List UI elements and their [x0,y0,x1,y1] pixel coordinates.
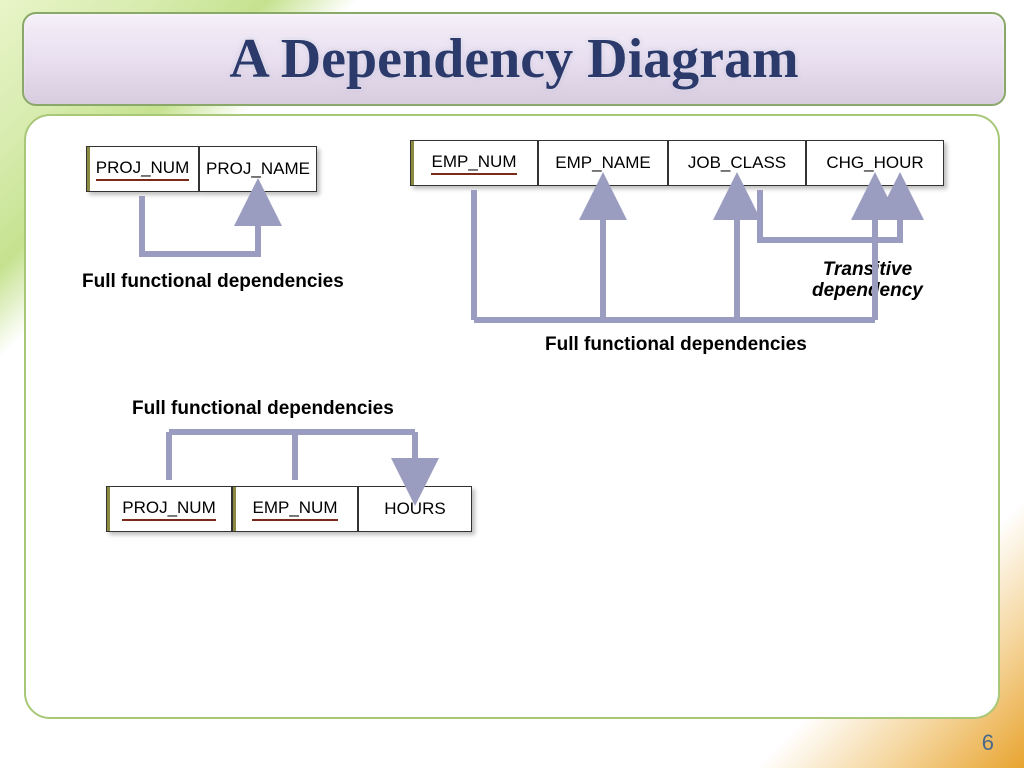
caption-transitive: Transitive dependency [812,260,923,302]
slide-title: A Dependency Diagram [229,27,798,91]
field-cell: CHG_HOUR [806,140,944,186]
caption-transitive-l2: dependency [812,280,923,301]
field-cell: PROJ_NUM [106,486,232,532]
table-project: PROJ_NUM PROJ_NAME [86,146,317,192]
field-label: JOB_CLASS [688,153,786,173]
field-cell: PROJ_NUM [86,146,199,192]
field-label: EMP_NUM [252,498,337,521]
field-label: PROJ_NAME [206,159,310,179]
field-cell: EMP_NAME [538,140,668,186]
field-cell: HOURS [358,486,472,532]
caption-full-assignment: Full functional dependencies [132,398,394,420]
caption-full-employee: Full functional dependencies [545,334,807,356]
field-cell: PROJ_NAME [199,146,317,192]
table-employee: EMP_NUM EMP_NAME JOB_CLASS CHG_HOUR [410,140,944,186]
field-label: EMP_NUM [431,152,516,175]
field-cell: EMP_NUM [410,140,538,186]
field-label: EMP_NAME [555,153,650,173]
field-label: HOURS [384,499,445,519]
field-label: PROJ_NUM [96,158,190,181]
page-number: 6 [982,730,994,756]
caption-transitive-l1: Transitive [823,259,912,280]
slide-title-box: A Dependency Diagram [22,12,1006,106]
caption-full-project: Full functional dependencies [82,271,344,293]
field-cell: JOB_CLASS [668,140,806,186]
field-label: CHG_HOUR [826,153,923,173]
table-assignment: PROJ_NUM EMP_NUM HOURS [106,486,472,532]
field-label: PROJ_NUM [122,498,216,521]
field-cell: EMP_NUM [232,486,358,532]
